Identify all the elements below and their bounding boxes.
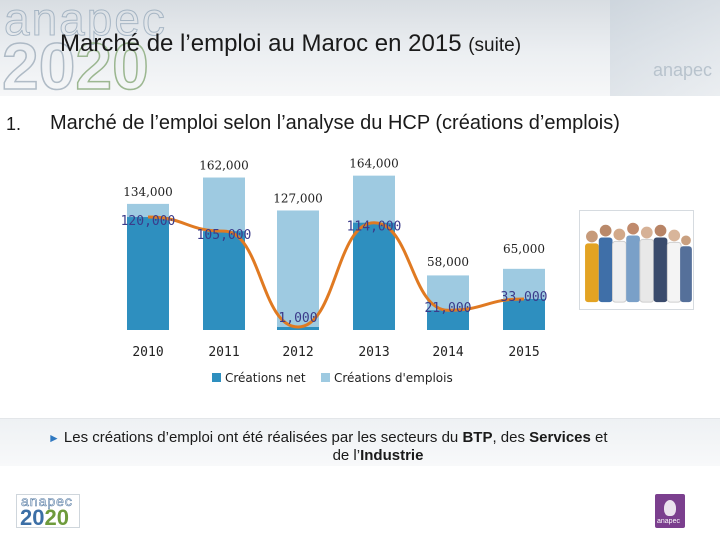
legend-label-gross: Créations d'emplois xyxy=(334,371,453,385)
net-trend-line xyxy=(147,215,525,329)
x-tick-2014: 2014 xyxy=(432,345,463,360)
label-gross-2013: 164,000 xyxy=(349,157,399,171)
page-title-main: Marché de l’emploi au Maroc en 2015 xyxy=(60,30,462,57)
label-net-2012: 1,000 xyxy=(278,311,317,326)
legend-swatch-gross xyxy=(321,373,330,382)
anapec-2020-logo: anapec 2020 xyxy=(16,493,80,530)
label-net-2011: 105,000 xyxy=(197,228,252,243)
label-net-2010: 120,000 xyxy=(121,214,176,229)
page-title: Marché de l’emploi au Maroc en 2015 (sui… xyxy=(60,30,521,58)
x-tick-2015: 2015 xyxy=(508,345,539,360)
label-net-2015: 33,000 xyxy=(501,290,548,305)
section-number: 1. xyxy=(6,114,22,134)
bar-net-2015 xyxy=(503,298,545,330)
bar-net-2014 xyxy=(427,310,469,330)
label-net-2013: 114,000 xyxy=(347,220,402,235)
watermark-brand: anapec xyxy=(4,0,167,46)
x-ticks-layer: 2010 2011 2012 2013 2014 2015 xyxy=(132,345,539,360)
workers-figures xyxy=(585,222,692,303)
bar-gross-2012 xyxy=(277,210,319,330)
label-gross-2014: 58,000 xyxy=(427,255,469,269)
section-heading: Marché de l’emploi selon l’analyse du HC… xyxy=(50,112,620,134)
workers-photo xyxy=(579,210,694,310)
watermark-right-panel xyxy=(610,0,720,96)
x-tick-2010: 2010 xyxy=(132,345,163,360)
legend-swatch-net xyxy=(212,373,221,382)
note-services: Services xyxy=(529,429,591,446)
employment-chart: 134,000 120,000 162,000 105,000 127,000 1,000… xyxy=(121,157,548,385)
watermark-year: 2020 xyxy=(1,28,149,96)
figure-icon xyxy=(664,500,676,516)
label-gross-2010: 134,000 xyxy=(123,185,173,199)
x-tick-2013: 2013 xyxy=(358,345,389,360)
x-tick-2011: 2011 xyxy=(208,345,239,360)
watermark-right-brand: anapec xyxy=(652,60,712,80)
x-tick-2012: 2012 xyxy=(282,345,313,360)
note-band xyxy=(0,418,720,466)
bar-net-2011 xyxy=(203,231,245,330)
anapec-emblem-logo: anapec xyxy=(655,494,685,528)
note-btp: BTP xyxy=(462,429,493,446)
header-banner: anapec 2020 anapec Marché de l’emploi au… xyxy=(0,0,720,96)
labels-layer: 134,000 120,000 162,000 105,000 127,000 1,000… xyxy=(121,157,548,326)
label-gross-2015: 65,000 xyxy=(503,242,545,256)
label-gross-2011: 162,000 xyxy=(199,159,249,173)
chart-legend: Créations net Créations d'emplois xyxy=(212,371,453,385)
bullet-arrow-icon: ► xyxy=(48,431,60,445)
note-industrie: Industrie xyxy=(360,447,424,464)
footer xyxy=(0,470,720,540)
label-gross-2012: 127,000 xyxy=(273,191,323,205)
page-title-suffix: (suite) xyxy=(468,35,522,56)
label-net-2014: 21,000 xyxy=(425,301,472,316)
bar-net-2013 xyxy=(353,222,395,330)
note-text: ► Les créations d’emploi ont été réalisée… xyxy=(48,429,608,464)
legend-label-net: Créations net xyxy=(225,371,306,385)
bar-net-2010 xyxy=(127,217,169,330)
bars-layer xyxy=(127,175,545,330)
